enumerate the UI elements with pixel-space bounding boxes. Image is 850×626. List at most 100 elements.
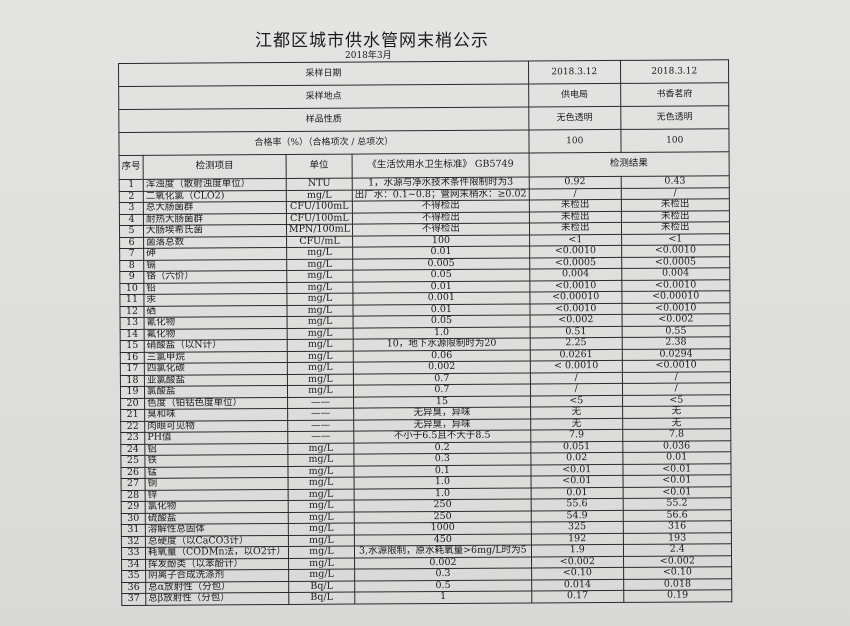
cell-unit: mg/L <box>287 339 354 351</box>
cell-unit: mg/L <box>287 488 355 501</box>
cell-item: 汞 <box>143 293 287 306</box>
cell-unit: mg/L <box>287 350 354 363</box>
cell-result-2: 193 <box>623 532 732 545</box>
cell-seq: 9 <box>119 271 144 283</box>
summary-value-2: 无色透明 <box>620 105 729 130</box>
cell-result-1: <5 <box>530 394 623 407</box>
cell-seq: 20 <box>120 397 145 410</box>
cell-item: 铬（六价） <box>143 270 287 283</box>
cell-unit: mg/L <box>286 316 354 328</box>
cell-result-2: 0.0294 <box>622 348 731 361</box>
cell-seq: 7 <box>119 248 144 260</box>
cell-item: PH值 <box>144 431 288 444</box>
cell-item: 砷 <box>143 247 287 260</box>
cell-item: 四氯化碳 <box>144 362 288 375</box>
cell-result-1: 未检出 <box>529 222 622 235</box>
cell-unit: —— <box>287 408 354 420</box>
cell-result-2: 0.036 <box>622 440 731 453</box>
cell-seq: 28 <box>121 489 146 502</box>
cell-result-1: 192 <box>531 532 624 545</box>
cell-item: 阴离子合成洗涤剂 <box>145 569 289 582</box>
cell-item: 硒 <box>143 304 287 318</box>
header-seq: 序号 <box>119 155 144 180</box>
cell-seq: 18 <box>120 374 145 387</box>
cell-seq: 3 <box>119 202 144 214</box>
cell-item: 总α放射性（分包） <box>145 580 289 594</box>
cell-unit: mg/L <box>286 189 353 202</box>
cell-seq: 8 <box>119 259 144 272</box>
cell-item: 铝 <box>144 442 288 456</box>
cell-result-1: 55.6 <box>530 498 624 511</box>
cell-item: 铅 <box>143 281 287 295</box>
cell-unit: mg/L <box>288 546 355 558</box>
cell-seq: 33 <box>121 547 146 559</box>
cell-result-1: 54.9 <box>531 509 624 522</box>
cell-result-1: 无 <box>530 406 623 419</box>
cell-item: 耗氧量（CODMn法，以O2计） <box>145 546 289 559</box>
cell-item: 铜 <box>145 477 288 490</box>
cell-item: 总硬度（以CaCO3计） <box>145 534 289 548</box>
cell-unit: CFU/mL <box>286 235 353 248</box>
cell-result-1: 2.25 <box>529 337 623 350</box>
cell-unit: mg/L <box>287 465 355 478</box>
cell-result-2: <0.10 <box>623 566 732 579</box>
cell-result-1: 0.02 <box>530 452 623 465</box>
cell-result-2: 0.43 <box>620 175 730 188</box>
cell-item: 大肠埃希氏菌 <box>143 224 287 237</box>
cell-unit: mg/L <box>286 258 353 271</box>
cell-item: 氰化物 <box>144 316 287 329</box>
cell-seq: 10 <box>119 282 144 295</box>
water-quality-table: 采样日期 2018.3.12 2018.3.12 采样地点 供电局 书香茗府 样品性… <box>118 59 732 605</box>
cell-item: 氯酸盐 <box>144 385 288 398</box>
cell-standard: 1 <box>354 590 532 604</box>
cell-unit: mg/L <box>286 281 353 294</box>
cell-item: 硫酸盐 <box>145 511 289 525</box>
cell-result-1: <0.0010 <box>529 279 622 292</box>
cell-result-1: 1.9 <box>531 544 624 557</box>
cell-unit: CFU/100mL <box>286 212 353 225</box>
cell-result-1: 325 <box>531 521 624 534</box>
summary-value-1: 无色透明 <box>528 106 621 130</box>
cell-unit: mg/L <box>286 247 353 259</box>
cell-seq: 15 <box>120 340 145 352</box>
header-standard: 《生活饮用水卫生标准》 GB5749 <box>352 152 529 179</box>
summary-value-2: 书香茗府 <box>620 82 729 107</box>
cell-seq: 23 <box>120 432 145 444</box>
cell-item: 硝酸盐（以N计） <box>144 339 288 352</box>
cell-result-2: 7.8 <box>622 428 731 441</box>
cell-seq: 2 <box>119 190 144 203</box>
cell-result-1: 0.014 <box>531 578 624 591</box>
cell-result-1: <0.0010 <box>529 245 622 258</box>
cell-result-1: 0.051 <box>530 440 623 453</box>
cell-result-1: 0.17 <box>531 590 624 603</box>
cell-unit: CFU/100mL <box>286 201 353 213</box>
cell-item: 三氯甲烷 <box>144 350 288 364</box>
cell-result-1: <0.0005 <box>529 256 622 269</box>
cell-result-2: / <box>622 382 731 395</box>
cell-unit: mg/L <box>286 293 353 305</box>
cell-result-1: <0.00010 <box>529 291 622 304</box>
cell-result-1: <0.01 <box>530 463 623 476</box>
cell-seq: 37 <box>121 593 146 605</box>
cell-unit: mg/L <box>287 385 354 397</box>
cell-item: 菌落总数 <box>143 235 287 249</box>
cell-result-2: 未检出 <box>621 221 730 234</box>
cell-unit: mg/L <box>288 500 355 512</box>
cell-result-2: 56.6 <box>623 509 732 522</box>
cell-unit: mg/L <box>288 534 355 547</box>
cell-result-2: 0.55 <box>621 325 730 338</box>
cell-seq: 19 <box>120 386 145 398</box>
cell-seq: 32 <box>121 535 146 548</box>
cell-result-2: <0.002 <box>623 555 732 568</box>
cell-item: 总大肠菌群 <box>143 201 287 214</box>
cell-result-2: <0.01 <box>622 486 731 499</box>
summary-label: 采样日期 <box>118 60 529 87</box>
summary-value-2: 2018.3.12 <box>620 59 729 84</box>
cell-result-1: < 0.0010 <box>530 360 623 373</box>
cell-result-2: <0.0005 <box>621 256 730 269</box>
cell-seq: 5 <box>119 225 144 237</box>
cell-seq: 36 <box>121 581 146 594</box>
cell-item: 挥发酚类（以苯酚计） <box>145 557 289 571</box>
cell-seq: 35 <box>121 570 146 582</box>
